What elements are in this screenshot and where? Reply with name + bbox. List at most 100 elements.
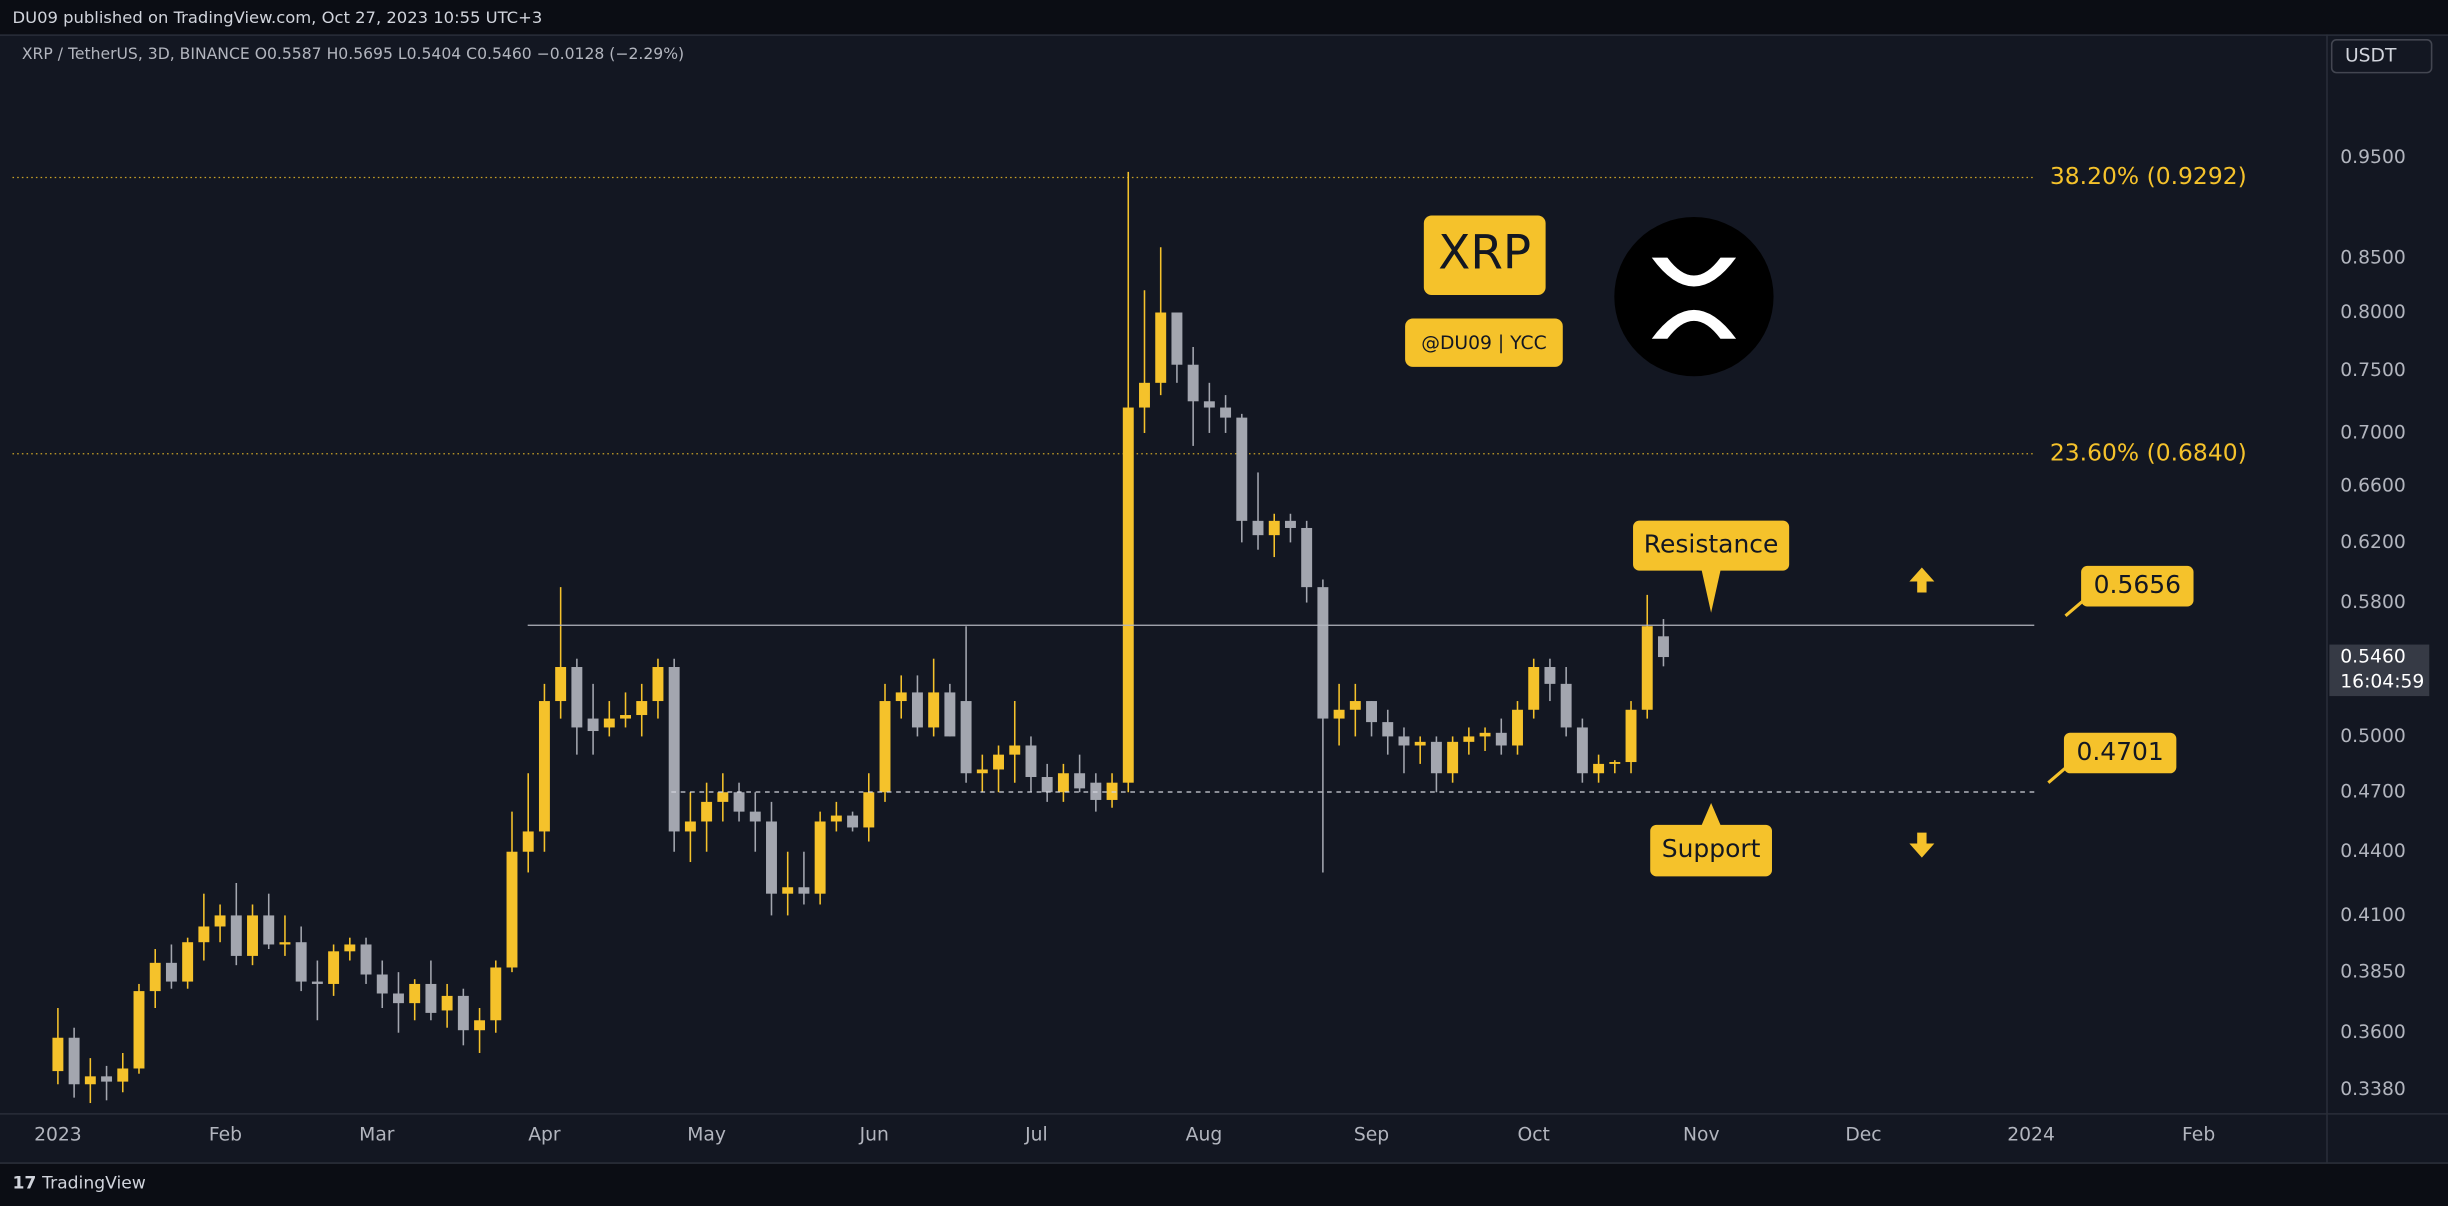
candle-body (652, 667, 664, 702)
candle-body (295, 942, 307, 982)
candle-body (620, 715, 631, 719)
candle-body (1414, 741, 1426, 746)
x-tick-label: 2023 (34, 1124, 82, 1145)
x-tick-label: Nov (1683, 1124, 1720, 1145)
y-tick-label: 0.8500 (2340, 247, 2406, 268)
y-tick-label: 0.3600 (2340, 1022, 2406, 1043)
fib-label: 38.20% (0.9292) (2050, 162, 2247, 190)
candle-body (522, 831, 534, 852)
badge-box (1423, 215, 1546, 296)
candle-body (636, 701, 648, 716)
y-tick-label: 0.3850 (2340, 962, 2406, 983)
candle-body (895, 692, 907, 702)
candle-body (68, 1037, 80, 1085)
candle-body (360, 944, 372, 975)
candle-body (117, 1068, 129, 1082)
currency-label[interactable]: USDT (2345, 46, 2397, 67)
candle-body (1139, 382, 1150, 408)
y-tick-label: 0.4400 (2340, 841, 2406, 862)
xrp-logo-top (1651, 257, 1737, 287)
candle-body (1106, 782, 1118, 800)
candle-body (555, 667, 567, 702)
badge-text: XRP (1438, 227, 1531, 281)
candle-body (1155, 312, 1167, 383)
candle-body (1187, 364, 1199, 402)
y-tick-label: 0.4100 (2340, 905, 2406, 926)
candle-body (1544, 667, 1556, 684)
x-tick-label: Feb (209, 1124, 242, 1145)
y-tick-label: 0.7000 (2340, 422, 2406, 443)
candle-body (1398, 736, 1410, 746)
candle-body (84, 1076, 96, 1085)
candle-body (928, 692, 940, 728)
candle-body (1349, 701, 1361, 710)
level-tag: 0.5656 (2094, 570, 2181, 599)
x-tick-label: Sep (1354, 1124, 1389, 1145)
candle-body (133, 991, 145, 1069)
candle-body (328, 951, 340, 984)
currency-box[interactable] (2330, 39, 2433, 74)
candle-body (1090, 782, 1102, 800)
candle-body (247, 915, 258, 956)
candle-body (847, 815, 859, 828)
level-tag: 0.4701 (2076, 737, 2163, 766)
x-tick-label: May (687, 1124, 726, 1145)
candle-body (1430, 741, 1442, 774)
header-bar (0, 0, 2448, 35)
candle-body (1560, 683, 1572, 728)
x-tick-label: Feb (2182, 1124, 2215, 1145)
candle-body (1382, 722, 1394, 737)
candle-body (52, 1037, 64, 1072)
x-tick-label: Apr (528, 1124, 561, 1145)
xrp-logo (1614, 217, 1774, 377)
x-tick-label: Mar (359, 1124, 395, 1145)
y-tick-label: 0.9500 (2340, 147, 2406, 168)
candle-body (214, 915, 226, 927)
candle-body (814, 821, 826, 894)
brand-text[interactable]: TradingView (41, 1173, 146, 1193)
candle-body (1057, 773, 1069, 793)
candle-body (1284, 520, 1296, 528)
y-tick-label: 0.5000 (2340, 726, 2406, 747)
callout-text: Support (1662, 834, 1761, 863)
candle-body (1641, 626, 1653, 710)
candle-body (879, 701, 891, 793)
candle-body (749, 811, 761, 822)
candle-body (587, 718, 599, 732)
candle-body (830, 815, 842, 822)
candle-body (911, 692, 923, 728)
candle-body (393, 993, 404, 1004)
y-tick-label: 0.3380 (2340, 1079, 2406, 1100)
candle-body (376, 974, 388, 994)
candle-body (976, 769, 988, 774)
callout-box (1633, 520, 1790, 613)
candle-body (1301, 527, 1313, 588)
candle-body (1236, 417, 1248, 521)
candle-body (344, 944, 356, 952)
badge-sub-text: @DU09 | YCC (1421, 333, 1546, 354)
countdown: 16:04:59 (2340, 672, 2424, 693)
y-tick-label: 0.4700 (2340, 782, 2406, 803)
candle-body (538, 701, 550, 832)
x-tick-label: Dec (1845, 1124, 1881, 1145)
candle-body (1625, 709, 1637, 763)
candle-body (474, 1020, 486, 1031)
candle-body (279, 942, 291, 945)
candle-body (263, 915, 275, 945)
y-tick-label: 0.6600 (2340, 476, 2406, 497)
candle-body (717, 792, 729, 802)
candle-body (198, 926, 210, 943)
candle-body (425, 983, 437, 1013)
x-tick-label: Jul (1024, 1124, 1048, 1145)
candle-body (1512, 709, 1523, 746)
candle-body (1366, 701, 1378, 723)
level-tag-box (2063, 732, 2177, 774)
candle-body (1447, 741, 1459, 774)
candle-body (409, 983, 421, 1004)
brand-logo: 𝟭𝟳 (12, 1173, 36, 1193)
candle-body (668, 667, 680, 832)
arrow-up (1909, 567, 1935, 593)
last-price: 0.5460 (2340, 647, 2406, 668)
